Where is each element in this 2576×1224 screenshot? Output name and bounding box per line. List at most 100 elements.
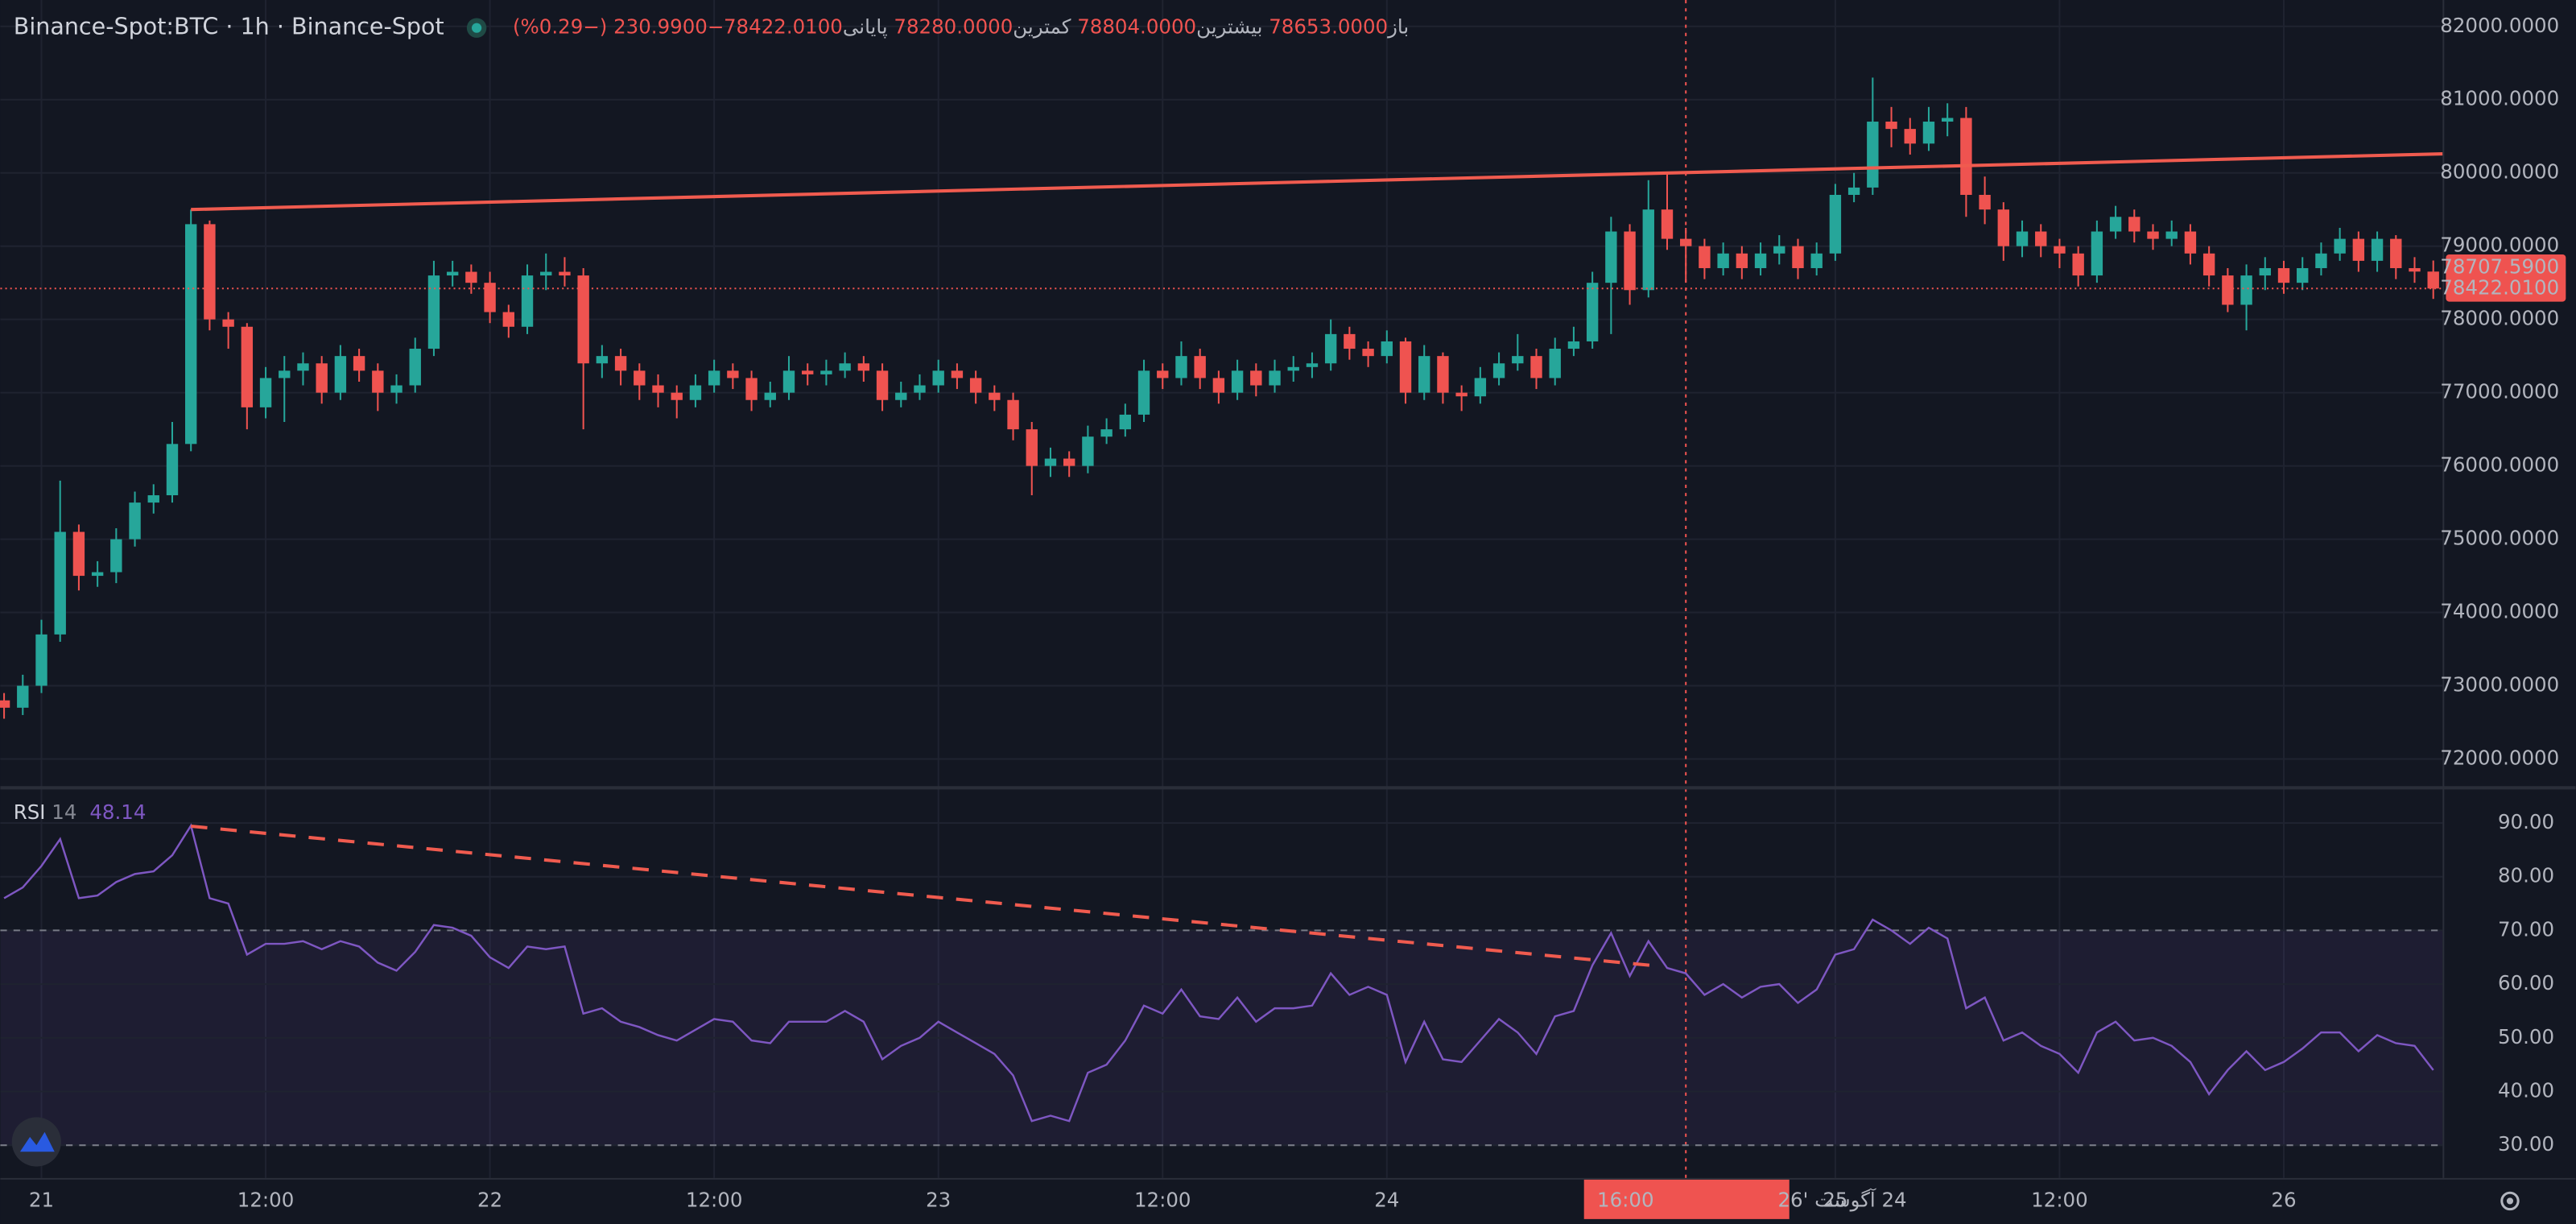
candle-body bbox=[372, 370, 384, 393]
candle-body bbox=[1044, 458, 1057, 466]
candle-body bbox=[876, 370, 889, 400]
rsi-tick-label: 30.00 bbox=[2498, 1132, 2554, 1156]
candle-body bbox=[989, 392, 1001, 400]
legend-change: −230.9900 (−0.29%) bbox=[513, 15, 724, 39]
candle-body bbox=[1773, 246, 1785, 254]
candle-body bbox=[2427, 271, 2439, 289]
rsi-tick-label: 90.00 bbox=[2498, 810, 2554, 833]
candle-body bbox=[1063, 458, 1075, 466]
legend-value: 78804.0000 bbox=[1077, 15, 1196, 39]
candle-body bbox=[222, 319, 234, 327]
candle-body bbox=[1119, 414, 1132, 430]
y-tick-label: 75000.0000 bbox=[2440, 527, 2559, 550]
candle-body bbox=[839, 363, 851, 371]
rsi-length: 14 bbox=[52, 800, 76, 824]
candle-body bbox=[279, 370, 291, 378]
rsi-trendline bbox=[191, 824, 1657, 968]
candle-body bbox=[1624, 231, 1636, 291]
candle-body bbox=[259, 378, 272, 407]
candle-body bbox=[1997, 209, 2010, 246]
y-tick-label: 77000.0000 bbox=[2440, 380, 2559, 403]
logo[interactable] bbox=[11, 1117, 61, 1167]
candle-body bbox=[2165, 231, 2178, 239]
candle-body bbox=[596, 356, 609, 364]
candle-body bbox=[634, 370, 646, 386]
candle-body bbox=[1287, 366, 1299, 371]
gear-icon[interactable] bbox=[2500, 1191, 2520, 1211]
price-label: 78422.0100 bbox=[2440, 275, 2559, 299]
candle-body bbox=[185, 224, 197, 445]
candle-body bbox=[1792, 246, 1804, 268]
candle-body bbox=[1567, 341, 1580, 349]
candle-body bbox=[895, 392, 907, 400]
y-tick-label: 79000.0000 bbox=[2440, 234, 2559, 257]
candle-body bbox=[1306, 363, 1319, 367]
settings-button[interactable] bbox=[2500, 1191, 2520, 1211]
y-tick-label: 82000.0000 bbox=[2440, 14, 2559, 37]
y-tick-label: 78000.0000 bbox=[2440, 307, 2559, 330]
candle-body bbox=[0, 700, 10, 708]
candle-body bbox=[1885, 122, 1897, 130]
candle-body bbox=[614, 356, 627, 371]
legend-label: کمترین bbox=[1013, 15, 1071, 39]
candle-body bbox=[2202, 253, 2215, 276]
candle-body bbox=[72, 531, 85, 577]
candle-body bbox=[1586, 283, 1599, 341]
axes: 21 12:00 22 12:00 23 12:00 24 25 12:00 26 82000.00… bbox=[29, 14, 2566, 1219]
candle-body bbox=[1736, 253, 1748, 268]
candle-body bbox=[1399, 341, 1412, 393]
candle-body bbox=[427, 275, 440, 349]
rsi-current: 48.14 bbox=[89, 800, 146, 824]
candle-body bbox=[1157, 370, 1169, 378]
legend-label: بیشترین bbox=[1196, 15, 1262, 39]
candle-body bbox=[1324, 333, 1337, 364]
candle-body bbox=[502, 312, 515, 327]
candle-body bbox=[745, 378, 758, 400]
candle-body bbox=[820, 370, 832, 374]
candle-body bbox=[353, 356, 365, 371]
x-tick-label: 26 bbox=[2271, 1188, 2296, 1211]
candle-body bbox=[2091, 231, 2103, 276]
logo-icon[interactable] bbox=[19, 1131, 55, 1152]
rsi-tick-label: 70.00 bbox=[2498, 917, 2554, 941]
candle-body bbox=[708, 370, 720, 386]
candle-body bbox=[1082, 436, 1094, 466]
candle-body bbox=[540, 271, 552, 276]
x-tick-label: 25 bbox=[1823, 1188, 1847, 1211]
rsi-name: RSI bbox=[14, 800, 46, 824]
candle-body bbox=[1026, 429, 1038, 466]
grid bbox=[0, 0, 2443, 1178]
candle-body bbox=[1474, 378, 1487, 397]
candle-body bbox=[1362, 349, 1374, 357]
candle-body bbox=[764, 392, 776, 400]
legend-value: 78653.0000 bbox=[1269, 15, 1388, 39]
candle-body bbox=[1829, 195, 1842, 254]
candle-body bbox=[2035, 231, 2047, 246]
candle-body bbox=[1847, 187, 1860, 196]
x-tick-label: 22 bbox=[477, 1188, 502, 1211]
candle-body bbox=[1250, 370, 1262, 386]
candle-body bbox=[2315, 253, 2327, 268]
candle-body bbox=[1960, 118, 1972, 196]
gear-center[interactable] bbox=[2506, 1197, 2514, 1205]
candle-body bbox=[1605, 231, 1617, 283]
candle-body bbox=[2222, 275, 2234, 305]
candle-body bbox=[2240, 275, 2252, 305]
candle-body bbox=[2352, 238, 2365, 261]
candle-body bbox=[1941, 118, 1954, 122]
candle-body bbox=[652, 385, 664, 393]
logo-bg[interactable] bbox=[11, 1117, 61, 1167]
candle-body bbox=[969, 378, 982, 393]
candle-body bbox=[577, 275, 589, 364]
candle-body bbox=[334, 356, 347, 393]
x-tick-label: 12:00 bbox=[2031, 1188, 2088, 1211]
candle-body bbox=[1661, 209, 1674, 239]
candle-body bbox=[782, 370, 795, 393]
candle-body bbox=[2147, 231, 2159, 239]
y-tick-label: 76000.0000 bbox=[2440, 453, 2559, 477]
candle-body bbox=[1492, 363, 1505, 378]
legend-label: باز bbox=[1386, 15, 1409, 39]
rsi-tick-label: 40.00 bbox=[2498, 1078, 2554, 1102]
candle-body bbox=[1269, 370, 1281, 386]
candle-body bbox=[54, 531, 66, 635]
